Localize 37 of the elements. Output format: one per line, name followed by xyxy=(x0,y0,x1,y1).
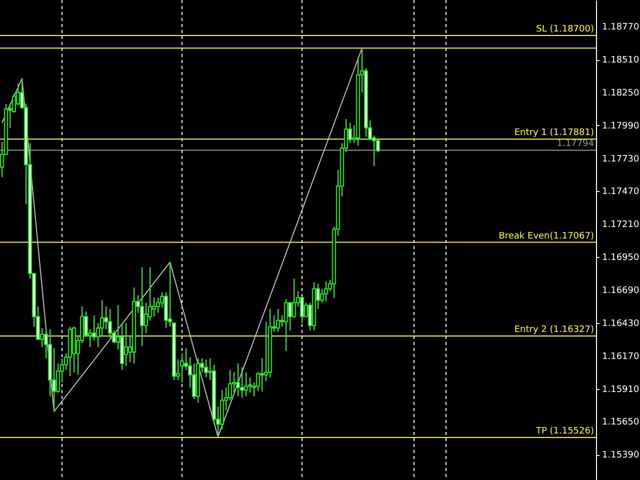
y-tick-label: 1.15650 xyxy=(602,418,640,428)
y-tick-label: 1.15910 xyxy=(602,384,640,395)
candlestick xyxy=(284,298,288,352)
candlestick xyxy=(292,278,296,318)
candlestick xyxy=(108,308,112,339)
y-tick-label: 1.18250 xyxy=(602,88,640,98)
y-tick-label: 1.17210 xyxy=(602,220,640,230)
ref-line-label: SL (1.18700) xyxy=(536,24,594,34)
candlestick xyxy=(152,297,156,318)
candlestick xyxy=(124,322,128,367)
ref-line-label: 1.17794 xyxy=(556,139,594,150)
candlestick xyxy=(140,266,144,346)
y-tick-label: 1.17990 xyxy=(602,121,640,132)
line-series xyxy=(2,48,362,438)
candlestick xyxy=(260,358,264,392)
y-tick-label: 1.16430 xyxy=(602,318,640,329)
candlestick xyxy=(236,362,240,397)
candlestick xyxy=(180,352,184,383)
candlestick xyxy=(248,376,252,394)
candlestick xyxy=(288,302,292,332)
y-tick-label: 1.16950 xyxy=(602,253,640,264)
ref-line-label: TP (1.15526) xyxy=(534,426,594,436)
y-tick-label: 1.16170 xyxy=(602,352,640,362)
candlestick xyxy=(324,280,328,302)
y-tick-label: 1.18770 xyxy=(602,22,640,33)
y-tick-label: 1.15390 xyxy=(602,450,640,461)
candlestick xyxy=(276,308,280,332)
ref-line-label: Entry 2 (1.16327) xyxy=(514,325,594,335)
ref-line-label: Break Even(1.17067) xyxy=(498,231,594,242)
candlestick xyxy=(204,359,208,378)
ref-line-label: Entry 1 (1.17881) xyxy=(514,128,594,138)
y-tick-label: 1.17730 xyxy=(602,154,640,164)
y-tick-label: 1.18510 xyxy=(602,56,640,66)
y-tick-label: 1.16690 xyxy=(602,286,640,296)
y-tick-label: 1.17470 xyxy=(602,187,640,198)
candlestick xyxy=(240,366,244,398)
candlestick xyxy=(244,372,248,397)
